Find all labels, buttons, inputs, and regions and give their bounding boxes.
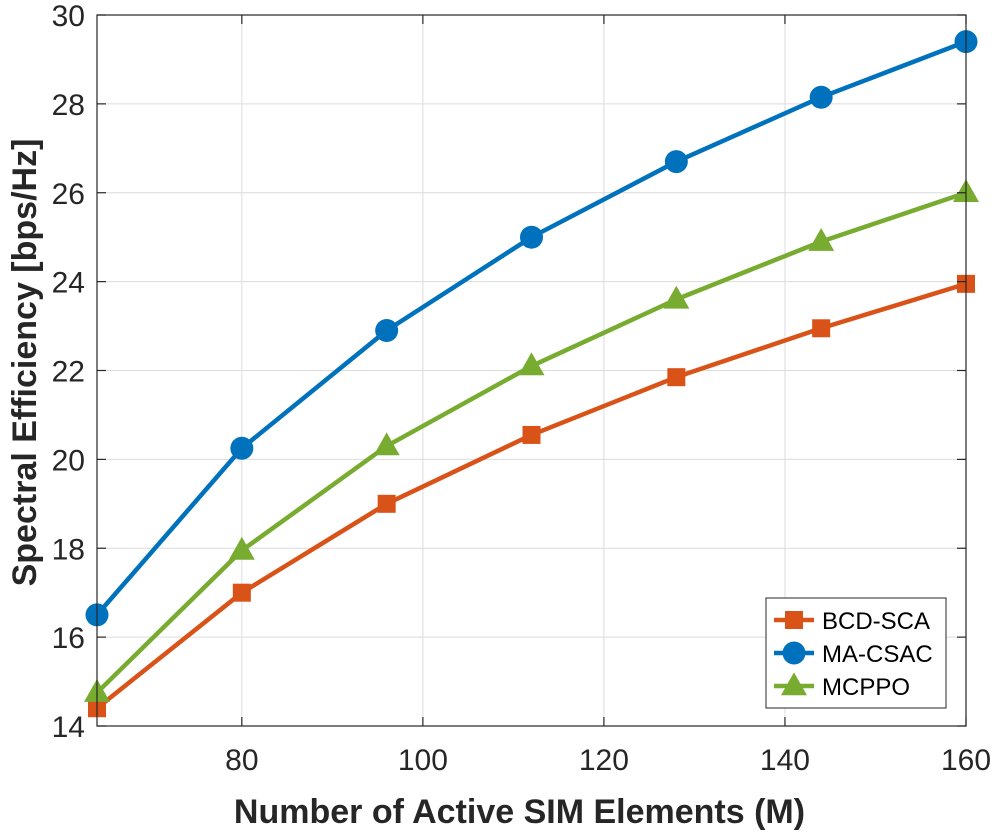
data-point-bcd-sca — [667, 368, 686, 387]
legend-label-mcppo: MCPPO — [822, 674, 910, 701]
legend-label-bcd-sca: BCD-SCA — [822, 608, 930, 635]
legend-item-mcppo: MCPPO — [774, 672, 910, 701]
legend: BCD-SCA MA-CSAC MCPPO — [765, 597, 947, 709]
legend-marker-bcd-sca — [785, 611, 803, 629]
data-point-ma-csac — [664, 150, 688, 174]
y-tick-label: 22 — [52, 356, 85, 389]
data-point-ma-csac — [520, 225, 543, 249]
y-tick-label: 14 — [52, 711, 85, 744]
legend-label-ma-csac: MA-CSAC — [822, 641, 933, 668]
data-point-ma-csac — [230, 436, 254, 460]
legend-marker-mcppo — [781, 672, 807, 696]
series-mcppo — [84, 179, 979, 702]
x-tick-label: 80 — [225, 744, 258, 777]
data-point-bcd-sca — [377, 494, 396, 513]
data-point-bcd-sca — [232, 583, 251, 602]
data-point-mcppo — [518, 352, 545, 376]
y-tick-label: 24 — [52, 267, 85, 300]
tick-layer: 80 100 120 140 160 14 16 18 20 22 24 26 28 30 — [52, 0, 991, 777]
y-tick-label: 16 — [52, 622, 85, 655]
data-point-bcd-sca — [812, 319, 831, 338]
y-tick-label: 26 — [52, 178, 85, 211]
y-tick-label: 20 — [52, 444, 85, 477]
legend-item-bcd-sca: BCD-SCA — [774, 608, 930, 635]
x-axis-title: Number of Active SIM Elements (M) — [234, 793, 805, 831]
y-axis-title: Spectral Efficiency [bps/Hz] — [6, 139, 44, 587]
x-tick-label: 160 — [941, 744, 991, 777]
series-line-ma-csac — [95, 39, 967, 617]
data-point-bcd-sca — [522, 425, 541, 444]
x-tick-label: 120 — [579, 744, 629, 777]
data-point-mcppo — [808, 227, 835, 251]
data-point-mcppo — [373, 432, 400, 456]
legend-item-ma-csac: MA-CSAC — [774, 641, 933, 668]
y-tick-label: 30 — [52, 0, 85, 33]
x-tick-label: 100 — [398, 744, 448, 777]
data-point-mcppo — [663, 285, 690, 309]
data-point-ma-csac — [809, 85, 833, 109]
y-tick-label: 18 — [52, 533, 85, 566]
legend-marker-ma-csac — [782, 641, 806, 665]
data-point-ma-csac — [375, 319, 399, 343]
x-tick-label: 140 — [760, 744, 810, 777]
series-bcd-sca — [88, 274, 975, 718]
data-point-mcppo — [228, 536, 255, 560]
y-tick-label: 28 — [52, 89, 85, 122]
series-ma-csac — [85, 30, 978, 627]
